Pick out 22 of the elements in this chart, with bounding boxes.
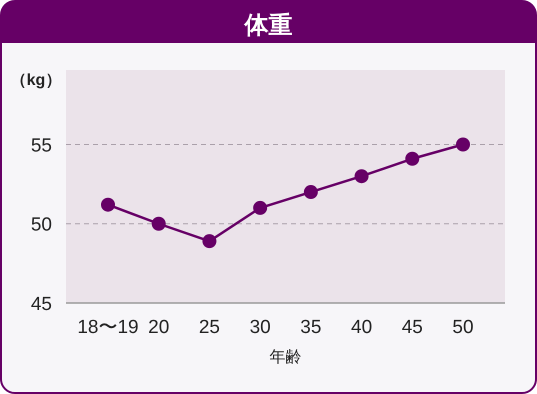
y-tick-label: 50 — [30, 214, 52, 236]
x-tick-label: 45 — [402, 317, 423, 338]
x-tick-label: 18〜19 — [77, 317, 139, 338]
x-tick-label: 40 — [351, 317, 372, 338]
y-tick-label: 55 — [30, 135, 52, 156]
y-tick-label: 45 — [30, 294, 52, 315]
x-tick-label: 25 — [198, 317, 220, 338]
point — [101, 198, 115, 212]
point — [304, 185, 318, 200]
x-tick-label: 35 — [300, 317, 322, 338]
point — [405, 152, 420, 166]
point — [253, 200, 268, 215]
point — [354, 169, 369, 184]
chart-title: 体重 — [244, 12, 292, 39]
x-tick-label: 30 — [250, 317, 271, 338]
point — [202, 234, 216, 248]
x-tick-label: 50 — [452, 317, 474, 338]
point — [152, 216, 166, 231]
y-axis-title: （kg） — [10, 72, 62, 89]
x-axis-title: 年齢 — [270, 348, 302, 366]
x-tick-label: 20 — [148, 317, 170, 338]
point — [456, 137, 470, 152]
